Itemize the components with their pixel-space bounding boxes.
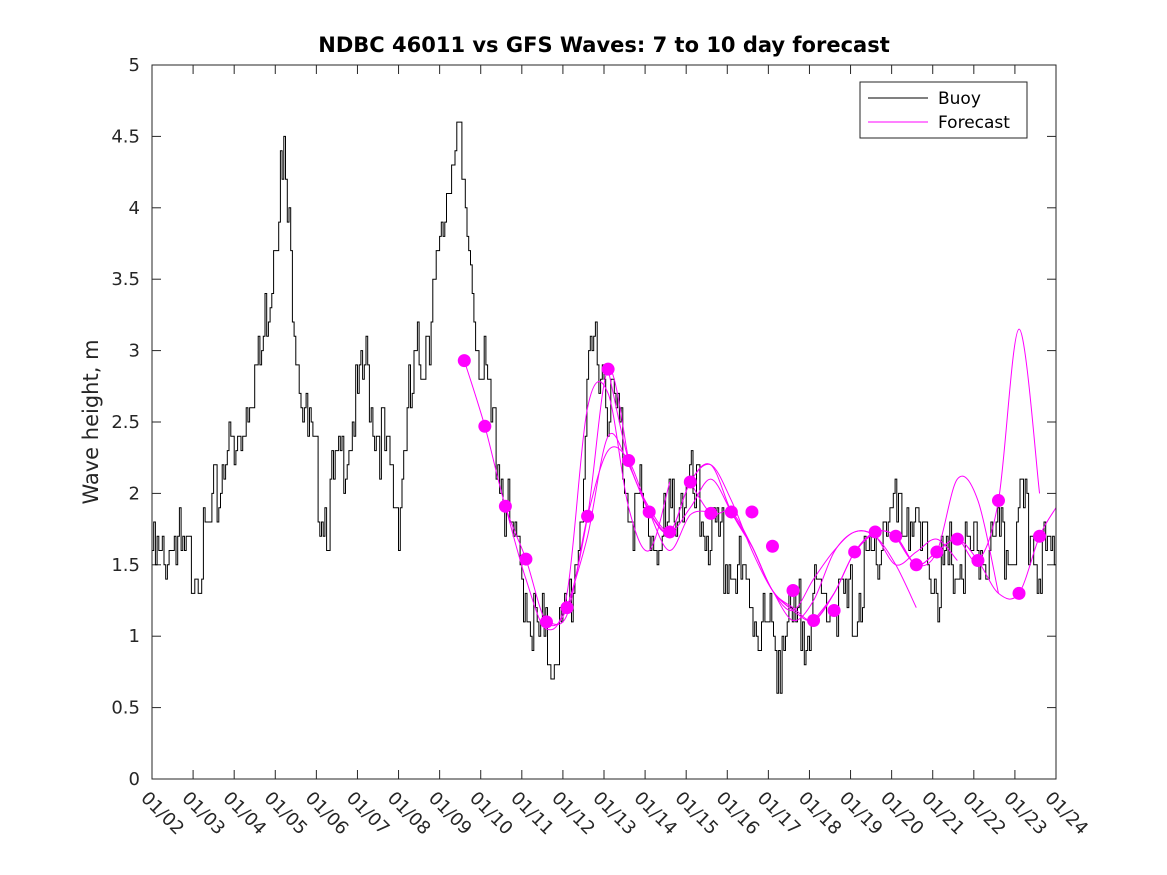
forecast-point <box>581 509 595 523</box>
legend-box <box>859 81 1028 139</box>
plot-area <box>152 65 1056 779</box>
forecast-points <box>457 354 1047 629</box>
forecast-point <box>827 603 841 617</box>
y-tick-label: 1 <box>129 626 140 647</box>
legend-buoy-label: Buoy <box>938 89 981 109</box>
buoy-series <box>152 121 1057 694</box>
y-tick-label: 1.5 <box>111 555 140 576</box>
forecast-point <box>642 505 656 519</box>
forecast-point <box>704 506 718 520</box>
forecast-point <box>724 505 738 519</box>
buoy-line <box>152 121 1057 694</box>
y-tick-labels: 0 0.5 1 1.5 2 2.5 3 3.5 4 4.5 5 <box>111 55 140 790</box>
forecast-point <box>1012 586 1026 600</box>
y-tick-label: 5 <box>129 55 140 76</box>
forecast-point <box>539 615 553 629</box>
y-axis-label: Wave height, m <box>79 339 103 504</box>
y-tick-label: 0.5 <box>111 698 140 719</box>
y-tick-label: 0 <box>129 769 140 790</box>
forecast-point <box>745 505 759 519</box>
forecast-point <box>519 552 533 566</box>
forecast-point <box>889 529 903 543</box>
forecast-point <box>909 558 923 572</box>
axes-box <box>151 64 1057 780</box>
axis-ticks <box>151 64 1057 780</box>
forecast-point <box>601 362 615 376</box>
forecast-point <box>848 545 862 559</box>
forecast-point <box>868 525 882 539</box>
forecast-point <box>478 419 492 433</box>
forecast-point <box>930 545 944 559</box>
forecast-point <box>1033 529 1047 543</box>
y-tick-label: 4.5 <box>111 126 140 147</box>
forecast-run-line <box>648 463 835 622</box>
forecast-run-line <box>504 381 671 631</box>
forecast-point <box>950 532 964 546</box>
forecast-point <box>807 613 821 627</box>
y-tick-label: 2.5 <box>111 412 140 433</box>
y-tick-label: 3 <box>129 341 140 362</box>
forecast-point <box>498 499 512 513</box>
y-tick-label: 4 <box>129 198 140 219</box>
forecast-point <box>786 584 800 598</box>
forecast-point <box>765 539 779 553</box>
forecast-point <box>991 494 1005 508</box>
forecast-run-line <box>566 433 753 608</box>
chart-title: NDBC 46011 vs GFS Waves: 7 to 10 day for… <box>318 33 889 57</box>
forecast-run-line <box>730 511 917 612</box>
forecast-point <box>971 554 985 568</box>
forecast-run-line <box>772 530 958 622</box>
y-tick-label: 3.5 <box>111 269 140 290</box>
forecast-point <box>683 475 697 489</box>
forecast-point <box>457 354 471 368</box>
forecast-point <box>560 601 574 615</box>
legend: Buoy Forecast <box>859 81 1028 139</box>
y-tick-label: 2 <box>129 483 140 504</box>
legend-forecast-label: Forecast <box>938 113 1010 133</box>
forecast-point <box>663 525 677 539</box>
forecast-point <box>622 454 636 468</box>
